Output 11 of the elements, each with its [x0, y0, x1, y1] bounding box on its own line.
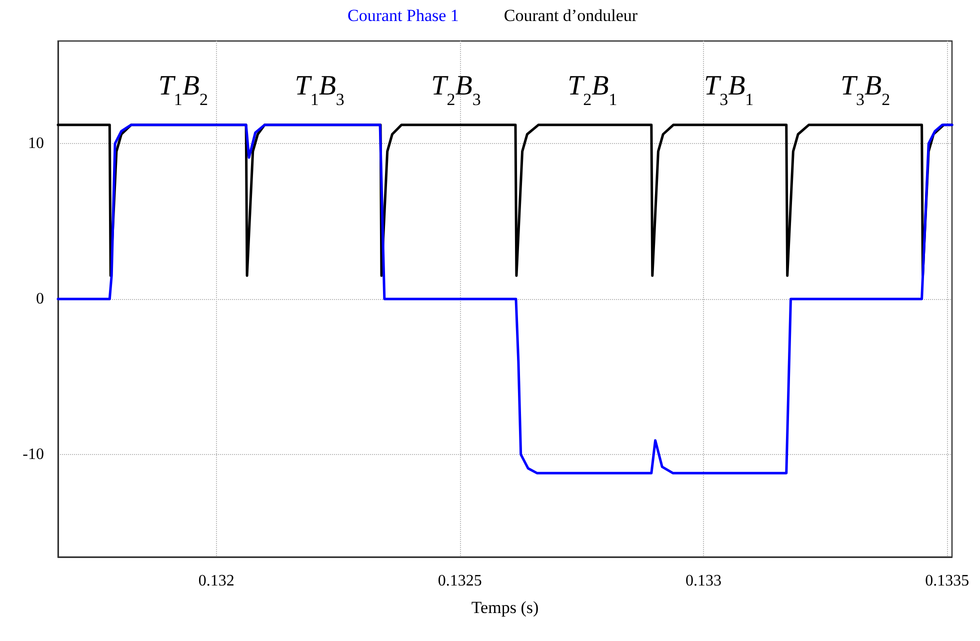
- x-tick-label: 0.132: [198, 572, 234, 590]
- x-axis-title: Temps (s): [471, 598, 539, 617]
- text: Courant Phase 1: [347, 6, 459, 25]
- y-tick-label: -10: [22, 446, 44, 463]
- y-tick-label: 0: [36, 290, 44, 308]
- y-tick-label: 10: [28, 135, 44, 152]
- line-series: [56, 124, 954, 474]
- text: Courant d’onduleur: [504, 6, 638, 25]
- x-tick-label: 0.133: [686, 572, 722, 590]
- x-tick-label: 0.1325: [438, 572, 482, 590]
- x-tick-label: 0.1335: [925, 572, 970, 590]
